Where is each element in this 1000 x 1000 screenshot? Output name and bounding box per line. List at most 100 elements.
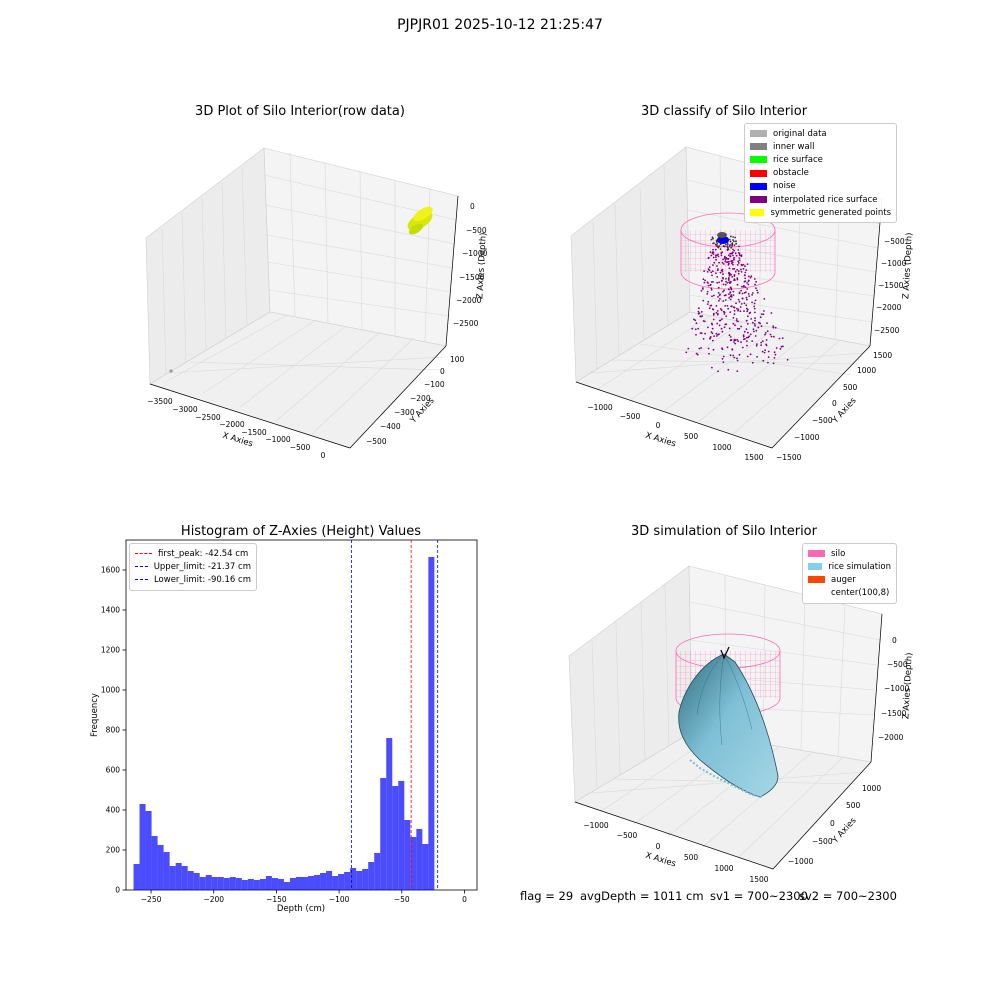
interpolated-point — [737, 340, 740, 343]
interpolated-point — [728, 288, 730, 291]
interpolated-point — [726, 261, 728, 263]
panel4-y-ticks: 1000 500 0 −500 −1000 — [788, 784, 881, 866]
interpolated-point — [697, 327, 700, 330]
histogram-bar — [320, 873, 327, 890]
interpolated-point — [720, 269, 723, 272]
interpolated-point — [695, 333, 697, 336]
interpolated-point — [727, 368, 730, 371]
interpolated-point — [737, 272, 740, 275]
interpolated-point — [770, 312, 773, 314]
interpolated-point — [718, 245, 721, 247]
histogram-bar — [422, 844, 429, 890]
interpolated-point — [746, 340, 748, 342]
panel4-legend: silo rice simulation auger center(100,8) — [802, 543, 897, 604]
interpolated-point — [738, 257, 741, 259]
interpolated-point — [736, 338, 738, 341]
interpolated-point — [728, 238, 731, 241]
legend-item-noise: noise — [750, 180, 891, 193]
histogram-bar — [332, 876, 339, 890]
interpolated-point — [719, 297, 721, 300]
interpolated-point — [745, 319, 748, 322]
svg-text:−1000: −1000 — [587, 403, 613, 412]
interpolated-point — [706, 290, 709, 293]
interpolated-point — [711, 295, 713, 298]
svg-text:500: 500 — [684, 853, 699, 862]
interpolated-point — [709, 336, 712, 338]
interpolated-point — [761, 340, 764, 342]
histogram-bar — [380, 778, 387, 890]
histogram-reference-lines — [351, 540, 439, 890]
interpolated-point — [766, 330, 769, 332]
interpolated-point — [729, 291, 732, 293]
interpolated-point — [698, 307, 700, 310]
footer-flag: flag = 29 — [520, 889, 574, 903]
interpolated-point — [729, 286, 732, 289]
interpolated-point — [730, 294, 733, 296]
interpolated-point — [742, 263, 745, 266]
histogram-y-ticks: 0 200 400 600 800 1000 1200 1400 1600 — [101, 566, 126, 895]
interpolated-point — [707, 347, 710, 350]
interpolated-point — [732, 317, 735, 319]
histogram-bar — [295, 877, 302, 890]
interpolated-point — [713, 335, 715, 337]
interpolated-point — [730, 262, 733, 265]
interpolated-point — [754, 283, 756, 286]
panel2-y-ticks: 1500 1000 500 0 −500 −1000 −1500 — [776, 351, 892, 462]
interpolated-point — [746, 282, 748, 284]
interpolated-point — [725, 280, 727, 283]
svg-text:1000: 1000 — [714, 864, 733, 873]
interpolated-point — [722, 258, 724, 261]
interpolated-point — [709, 251, 712, 254]
interpolated-point — [743, 302, 746, 305]
legend-item-silo: silo — [808, 547, 891, 560]
histogram-bar — [289, 878, 296, 890]
svg-text:0: 0 — [832, 399, 837, 408]
panel2-interpolated-points — [685, 233, 789, 373]
histogram-bar — [326, 871, 333, 890]
interpolated-point — [739, 306, 742, 308]
interpolated-point — [710, 287, 713, 290]
svg-text:−1000: −1000 — [583, 821, 609, 830]
histogram-bar — [314, 875, 321, 890]
interpolated-point — [711, 366, 713, 369]
interpolated-point — [727, 307, 730, 310]
interpolated-point — [760, 313, 763, 315]
panel2-legend: original data inner wall rice surface ob… — [744, 123, 897, 224]
interpolated-point — [715, 332, 718, 335]
interpolated-point — [752, 328, 755, 331]
interpolated-point — [753, 278, 756, 280]
interpolated-point — [715, 272, 717, 275]
interpolated-point — [733, 256, 735, 259]
interpolated-point — [722, 263, 725, 265]
svg-text:0: 0 — [656, 842, 661, 851]
interpolated-point — [712, 281, 714, 283]
legend-line — [135, 579, 148, 581]
interpolated-point — [751, 292, 754, 294]
interpolated-point — [710, 289, 713, 291]
histogram-bar — [157, 845, 164, 890]
interpolated-point — [695, 322, 698, 325]
interpolated-point — [754, 299, 757, 302]
interpolated-point — [725, 277, 727, 280]
interpolated-point — [733, 240, 735, 243]
svg-text:−500: −500 — [466, 226, 487, 235]
histogram-ylabel: Frequency — [90, 693, 100, 737]
y-tick-label: 1600 — [101, 566, 120, 575]
panel3-title: Histogram of Z-Axies (Height) Values — [180, 524, 422, 539]
interpolated-point — [711, 274, 713, 277]
interpolated-point — [728, 267, 731, 270]
interpolated-point — [731, 276, 734, 278]
interpolated-point — [729, 272, 731, 275]
interpolated-point — [716, 242, 719, 245]
svg-text:−1000: −1000 — [265, 435, 291, 444]
interpolated-point — [723, 311, 726, 313]
histogram-bar — [223, 878, 230, 890]
interpolated-point — [691, 327, 694, 330]
interpolated-point — [708, 352, 710, 355]
histogram-bar — [175, 863, 182, 890]
interpolated-point — [710, 254, 713, 257]
interpolated-point — [709, 284, 712, 287]
interpolated-point — [733, 274, 736, 276]
panel4-zlabel: Z Axies (Depth) — [901, 652, 914, 719]
